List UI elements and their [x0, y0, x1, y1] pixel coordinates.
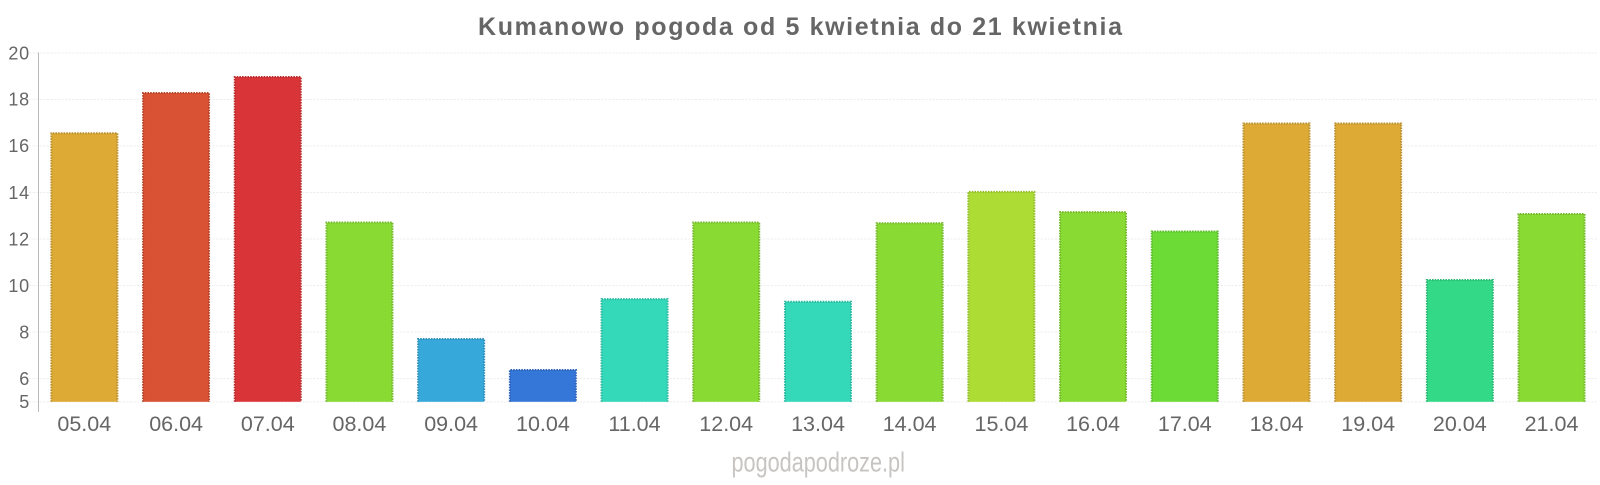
svg-text:18.04: 18.04: [1250, 412, 1304, 436]
svg-text:21.04: 21.04: [1525, 412, 1579, 436]
svg-text:08.04: 08.04: [332, 412, 386, 436]
svg-text:14.04: 14.04: [883, 412, 937, 436]
svg-text:12.04: 12.04: [699, 412, 753, 436]
svg-text:07.04: 07.04: [241, 412, 295, 436]
svg-text:8: 8: [19, 322, 30, 342]
svg-text:10.04: 10.04: [516, 412, 570, 436]
svg-text:10: 10: [8, 276, 30, 296]
svg-text:16: 16: [8, 136, 30, 156]
svg-text:19.04: 19.04: [1341, 412, 1395, 436]
svg-text:17.04: 17.04: [1158, 412, 1212, 436]
svg-text:11.04: 11.04: [608, 412, 660, 436]
svg-text:5: 5: [19, 392, 30, 412]
svg-text:14: 14: [8, 183, 30, 203]
svg-text:18: 18: [8, 90, 30, 110]
svg-text:20.04: 20.04: [1433, 412, 1487, 436]
svg-text:pogodapodroze.pl: pogodapodroze.pl: [732, 447, 905, 478]
svg-text:15.04: 15.04: [974, 412, 1028, 436]
svg-text:16.04: 16.04: [1066, 412, 1120, 436]
svg-text:13.04: 13.04: [791, 412, 845, 436]
svg-text:20: 20: [8, 43, 30, 63]
svg-text:Kumanowo pogoda od 5 kwietnia: Kumanowo pogoda od 5 kwietnia do 21 kwie…: [478, 13, 1123, 41]
svg-text:09.04: 09.04: [424, 412, 478, 436]
svg-text:12: 12: [8, 229, 30, 249]
svg-text:05.04: 05.04: [57, 412, 111, 436]
svg-text:6: 6: [19, 369, 30, 389]
svg-text:06.04: 06.04: [149, 412, 203, 436]
